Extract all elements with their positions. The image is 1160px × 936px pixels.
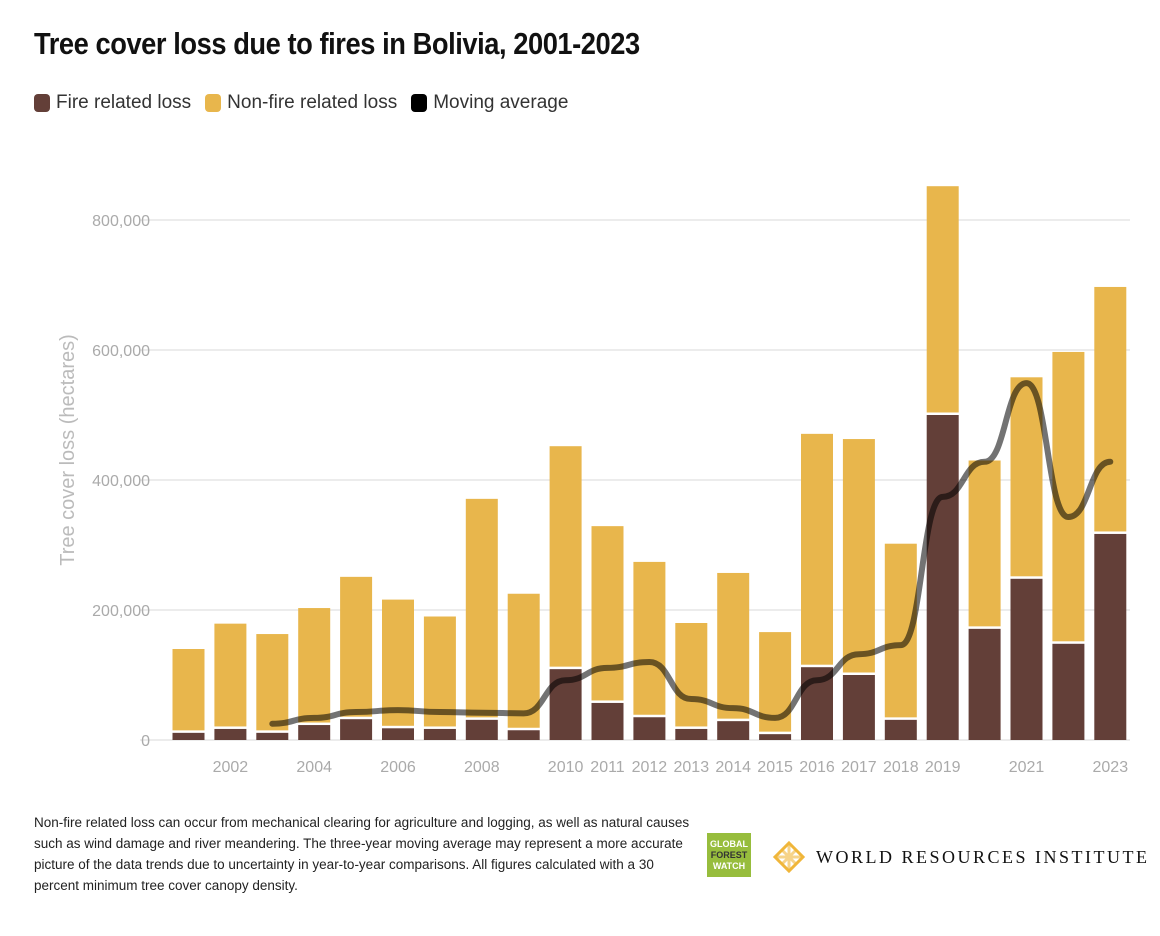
x-tick-label: 2011 bbox=[590, 759, 625, 776]
bar-fire-2007 bbox=[423, 728, 456, 740]
x-tick-label: 2004 bbox=[296, 759, 332, 776]
gfw-logo: GLOBAL FOREST WATCH bbox=[707, 833, 751, 877]
legend-label: Fire related loss bbox=[56, 92, 192, 113]
x-tick-label: 2012 bbox=[632, 759, 668, 776]
bar-fire-2009 bbox=[507, 730, 540, 740]
bar-fire-2003 bbox=[256, 732, 289, 740]
legend-swatch-nonfire bbox=[205, 94, 222, 112]
x-tick-label: 2008 bbox=[464, 759, 500, 776]
bar-nonfire-2007 bbox=[423, 616, 456, 727]
bar-fire-2022 bbox=[1052, 643, 1085, 740]
bar-nonfire-2020 bbox=[968, 460, 1001, 627]
bar-fire-2018 bbox=[884, 719, 917, 740]
x-tick-label: 2023 bbox=[1093, 759, 1129, 776]
wri-logo: WORLD RESOURCES INSTITUTE bbox=[772, 840, 1150, 874]
bar-nonfire-2021 bbox=[1010, 377, 1043, 577]
bar-fire-2012 bbox=[633, 717, 666, 740]
bar-nonfire-2019 bbox=[926, 186, 959, 413]
bar-nonfire-2006 bbox=[382, 599, 414, 726]
bar-nonfire-2002 bbox=[214, 623, 247, 727]
x-tick-label: 2017 bbox=[841, 759, 877, 776]
bar-nonfire-2009 bbox=[507, 593, 540, 728]
legend-fire: Fire related loss bbox=[34, 92, 191, 114]
y-axis-label: Tree cover loss (hectares) bbox=[57, 334, 79, 566]
legend-swatch-line bbox=[411, 94, 428, 112]
bar-fire-2011 bbox=[591, 702, 624, 740]
bar-nonfire-2001 bbox=[172, 649, 205, 731]
x-tick-label: 2021 bbox=[1009, 759, 1045, 776]
x-tick-label: 2006 bbox=[380, 759, 416, 776]
x-tick-label: 2019 bbox=[925, 759, 961, 776]
chart-title: Tree cover loss due to fires in Bolivia,… bbox=[34, 26, 640, 61]
x-tick-label: 2010 bbox=[548, 759, 584, 776]
bar-nonfire-2003 bbox=[256, 634, 289, 731]
bar-fire-2015 bbox=[759, 734, 792, 740]
legend: Fire related loss Non-fire related loss … bbox=[34, 92, 568, 114]
bar-fire-2004 bbox=[298, 725, 331, 740]
bar-nonfire-2013 bbox=[675, 623, 708, 727]
bar-fire-2021 bbox=[1010, 578, 1043, 740]
x-tick-label: 2018 bbox=[883, 759, 919, 776]
bar-nonfire-2010 bbox=[549, 446, 582, 667]
bar-fire-2020 bbox=[968, 628, 1001, 740]
bar-fire-2014 bbox=[717, 721, 750, 740]
bar-fire-2008 bbox=[465, 719, 498, 740]
legend-label: Non-fire related loss bbox=[227, 92, 398, 113]
legend-swatch-fire bbox=[34, 94, 50, 112]
x-tick-label: 2016 bbox=[799, 759, 835, 776]
bar-nonfire-2014 bbox=[717, 572, 750, 719]
x-tick-label: 2002 bbox=[213, 759, 249, 776]
y-tick-label: 0 bbox=[141, 733, 150, 750]
bar-fire-2013 bbox=[675, 728, 708, 740]
x-tick-label: 2013 bbox=[674, 759, 710, 776]
bar-nonfire-2016 bbox=[801, 433, 833, 665]
bar-nonfire-2017 bbox=[842, 439, 875, 673]
bar-fire-2006 bbox=[382, 728, 414, 740]
y-tick-label: 600,000 bbox=[92, 343, 150, 360]
x-tick-label: 2015 bbox=[757, 759, 793, 776]
bar-nonfire-2012 bbox=[633, 561, 666, 715]
footnote: Non-fire related loss can occur from mec… bbox=[34, 815, 690, 893]
bar-nonfire-2008 bbox=[465, 498, 498, 718]
bar-fire-2019 bbox=[926, 415, 959, 740]
legend-nonfire: Non-fire related loss bbox=[205, 92, 397, 114]
wri-mark-icon bbox=[772, 840, 806, 874]
moving-average-line bbox=[269, 380, 1114, 727]
bar-fire-2001 bbox=[172, 732, 205, 740]
bar-nonfire-2004 bbox=[298, 608, 331, 723]
bar-fire-2023 bbox=[1094, 533, 1127, 740]
chart-svg: 0 200,000 400,000 600,000 800,000 Tree cover … bbox=[57, 186, 1130, 776]
y-tick-label: 800,000 bbox=[92, 213, 150, 230]
bar-fire-2005 bbox=[340, 719, 373, 740]
bar-fire-2002 bbox=[214, 728, 247, 740]
bar-nonfire-2005 bbox=[340, 576, 373, 717]
x-tick-label: 2014 bbox=[715, 759, 751, 776]
y-tick-label: 200,000 bbox=[92, 603, 150, 620]
bar-nonfire-2023 bbox=[1094, 286, 1127, 532]
bar-fire-2017 bbox=[842, 675, 875, 740]
legend-label: Moving average bbox=[433, 92, 569, 113]
y-tick-label: 400,000 bbox=[92, 473, 150, 490]
legend-moving-average: Moving average bbox=[411, 92, 568, 114]
bar-nonfire-2011 bbox=[591, 526, 624, 701]
